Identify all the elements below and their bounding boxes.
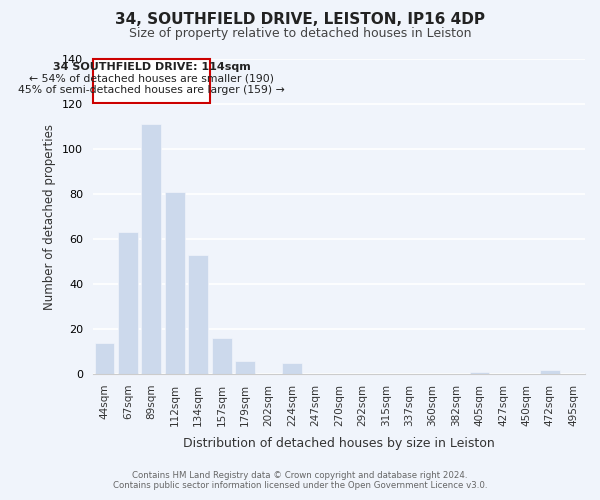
Bar [470, 372, 490, 374]
Y-axis label: Number of detached properties: Number of detached properties [43, 124, 56, 310]
Text: Contains HM Land Registry data © Crown copyright and database right 2024.
Contai: Contains HM Land Registry data © Crown c… [113, 470, 487, 490]
Bar [165, 192, 185, 374]
Bar [95, 342, 115, 374]
FancyBboxPatch shape [93, 59, 210, 103]
Bar [118, 232, 138, 374]
Bar [235, 360, 255, 374]
Text: ← 54% of detached houses are smaller (190): ← 54% of detached houses are smaller (19… [29, 74, 274, 84]
Bar [142, 124, 161, 374]
X-axis label: Distribution of detached houses by size in Leiston: Distribution of detached houses by size … [183, 437, 495, 450]
Bar [212, 338, 232, 374]
Text: Size of property relative to detached houses in Leiston: Size of property relative to detached ho… [129, 28, 471, 40]
Text: 45% of semi-detached houses are larger (159) →: 45% of semi-detached houses are larger (… [18, 85, 285, 95]
Bar [188, 255, 208, 374]
Text: 34 SOUTHFIELD DRIVE: 114sqm: 34 SOUTHFIELD DRIVE: 114sqm [53, 62, 251, 72]
Bar [282, 363, 302, 374]
Text: 34, SOUTHFIELD DRIVE, LEISTON, IP16 4DP: 34, SOUTHFIELD DRIVE, LEISTON, IP16 4DP [115, 12, 485, 28]
Bar [540, 370, 560, 374]
